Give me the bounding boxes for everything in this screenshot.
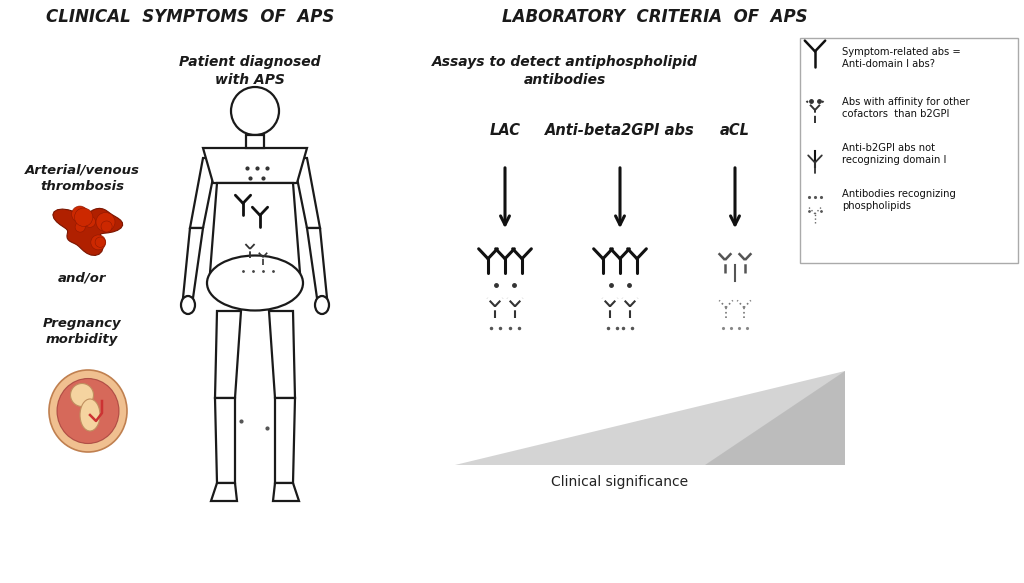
Circle shape	[84, 216, 95, 227]
Ellipse shape	[207, 255, 303, 311]
Circle shape	[91, 235, 105, 250]
Polygon shape	[211, 483, 237, 501]
Ellipse shape	[49, 370, 127, 452]
Ellipse shape	[80, 399, 100, 431]
Polygon shape	[273, 483, 299, 501]
Text: LAC: LAC	[489, 123, 520, 138]
Circle shape	[95, 237, 105, 247]
Text: and/or: and/or	[57, 272, 106, 285]
Text: Clinical significance: Clinical significance	[552, 475, 688, 489]
Polygon shape	[293, 158, 319, 228]
Ellipse shape	[315, 296, 329, 314]
Text: LABORATORY  CRITERIA  OF  APS: LABORATORY CRITERIA OF APS	[502, 8, 808, 26]
Text: Antibodies recognizing
phospholipids: Antibodies recognizing phospholipids	[842, 189, 955, 212]
Text: Abs with affinity for other
cofactors  than b2GPI: Abs with affinity for other cofactors th…	[842, 97, 970, 120]
Polygon shape	[455, 371, 845, 465]
Circle shape	[231, 87, 279, 135]
Polygon shape	[215, 311, 241, 398]
Polygon shape	[705, 371, 845, 465]
Circle shape	[75, 222, 85, 232]
Text: aCL: aCL	[720, 123, 750, 138]
Ellipse shape	[181, 296, 195, 314]
Text: Anti-beta2GPI abs: Anti-beta2GPI abs	[545, 123, 695, 138]
FancyBboxPatch shape	[800, 38, 1018, 263]
Text: Patient diagnosed
with APS: Patient diagnosed with APS	[179, 55, 321, 87]
Circle shape	[72, 206, 88, 223]
Text: CLINICAL  SYMPTOMS  OF  APS: CLINICAL SYMPTOMS OF APS	[46, 8, 334, 26]
Polygon shape	[307, 228, 327, 298]
Polygon shape	[246, 135, 264, 148]
Circle shape	[96, 213, 115, 231]
Circle shape	[71, 384, 93, 406]
Text: Assays to detect antiphospholipid
antibodies: Assays to detect antiphospholipid antibo…	[432, 55, 698, 87]
Polygon shape	[275, 398, 295, 483]
Text: Pregnancy
morbidity: Pregnancy morbidity	[43, 317, 121, 346]
Text: Symptom-related abs =
Anti-domain I abs?: Symptom-related abs = Anti-domain I abs?	[842, 47, 961, 69]
Polygon shape	[53, 208, 123, 255]
Circle shape	[75, 208, 93, 226]
Polygon shape	[190, 158, 217, 228]
Text: Anti-b2GPI abs not
recognizing domain I: Anti-b2GPI abs not recognizing domain I	[842, 143, 946, 166]
Polygon shape	[269, 311, 295, 398]
Polygon shape	[210, 183, 300, 273]
Polygon shape	[183, 228, 203, 298]
Polygon shape	[203, 148, 307, 183]
Ellipse shape	[57, 378, 119, 444]
Text: Arterial/venous
thrombosis: Arterial/venous thrombosis	[25, 163, 139, 192]
Polygon shape	[215, 398, 234, 483]
Circle shape	[101, 221, 113, 232]
